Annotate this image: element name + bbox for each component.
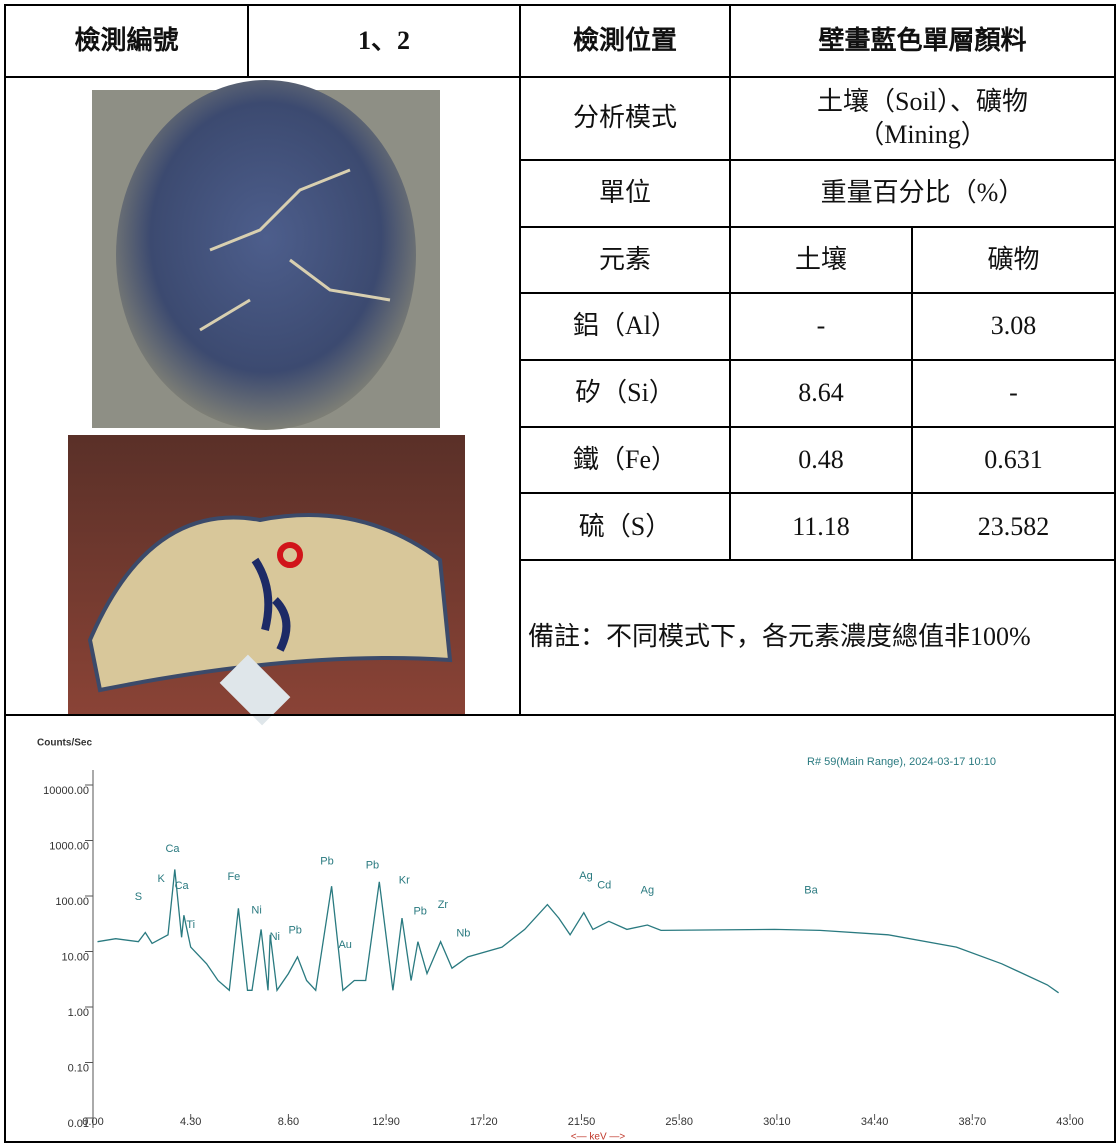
spectrum-chart: Counts/Sec R# 59(Main Range), 2024-03-17 …: [37, 738, 1084, 1143]
table-cell: 8.64: [798, 378, 844, 408]
subtitle: R# 59(Main Range), 2024-03-17 10:10: [807, 756, 996, 768]
peak-label: Ni: [270, 931, 280, 943]
peak-label: Zr: [438, 899, 449, 911]
y-axis-label: Counts/Sec: [37, 738, 92, 749]
y-tick-label: 10000.00: [43, 785, 89, 797]
x-tick-label: 4.30: [180, 1116, 201, 1128]
x-tick-label: 43.00: [1056, 1116, 1084, 1128]
peak-label: Cd: [597, 879, 611, 891]
peak-label: Ni: [251, 904, 261, 916]
x-tick-label: 8.60: [278, 1116, 299, 1128]
table-cell: 11.18: [792, 512, 850, 542]
x-tick-label: 30.10: [763, 1116, 791, 1128]
photo-microscope: [92, 80, 440, 430]
x-tick-label: 0.00: [82, 1116, 103, 1128]
x-tick-label: 12.90: [372, 1116, 400, 1128]
value: 壁畫藍色單層顏料: [818, 25, 1027, 55]
label: 分析模式: [572, 103, 677, 133]
table-cell: 鋁（Al）: [572, 311, 677, 341]
x-tick-label: 25.80: [665, 1116, 693, 1128]
x-tick-label: 34.40: [861, 1116, 889, 1128]
peak-label: Pb: [413, 906, 426, 918]
note: 備註：不同模式下，各元素濃度總值非100%: [528, 622, 1031, 652]
value: 重量百分比（%）: [820, 178, 1025, 208]
table-cell: 鐵（Fe）: [572, 445, 677, 475]
table-cell: 矽（Si）: [575, 378, 675, 408]
y-tick-label: 0.01: [68, 1118, 89, 1130]
peak-label: Ag: [641, 885, 654, 897]
peak-label: Ca: [175, 880, 190, 892]
peak-label: Pb: [366, 860, 379, 872]
label: 檢測位置: [572, 25, 677, 55]
value: 1、2: [357, 25, 410, 55]
peak-label: Ba: [804, 885, 818, 897]
peak-label: Pb: [320, 855, 333, 867]
y-tick-label: 100.00: [55, 896, 89, 908]
table-cell: 3.08: [990, 311, 1037, 341]
x-tick-label: 17.20: [470, 1116, 498, 1128]
peak-label: Ti: [186, 919, 195, 931]
table-cell: 硫（S）: [578, 512, 672, 542]
x-tick-label: 38.70: [959, 1116, 987, 1128]
peak-label: Nb: [456, 928, 470, 940]
peak-label: Au: [338, 939, 351, 951]
x-tick-label: 21.50: [568, 1116, 596, 1128]
peak-label: Pb: [288, 924, 301, 936]
table-lines: [4, 4, 1116, 1143]
peak-label: Fe: [227, 871, 240, 883]
y-tick-label: 0.10: [68, 1062, 89, 1074]
table-cell: 0.631: [984, 445, 1043, 475]
value: 土壤（Soil）、礦物（Mining）: [817, 87, 1028, 149]
table-cell: 23.582: [977, 512, 1050, 542]
table-cell: 元素: [598, 245, 651, 275]
table-cell: 0.48: [798, 445, 844, 475]
photo-mural: [68, 435, 465, 726]
peak-label: Ca: [165, 843, 180, 855]
peak-label: S: [135, 891, 142, 903]
y-tick-label: 1000.00: [49, 840, 89, 852]
spectrum-line: [97, 869, 1059, 994]
label: 檢測編號: [74, 25, 179, 55]
peak-label: K: [157, 873, 165, 885]
y-tick-label: 10.00: [61, 951, 89, 963]
table-cell: 礦物: [987, 245, 1040, 275]
y-tick-label: 1.00: [68, 1007, 89, 1019]
table-cell: -: [1009, 378, 1018, 408]
peak-label: Ag: [579, 870, 592, 882]
label: 單位: [598, 178, 651, 208]
x-axis-label: <— keV —>: [571, 1132, 626, 1143]
table-cell: 土壤: [794, 245, 847, 275]
table-cell: -: [816, 311, 826, 341]
peak-label: Kr: [399, 874, 410, 886]
